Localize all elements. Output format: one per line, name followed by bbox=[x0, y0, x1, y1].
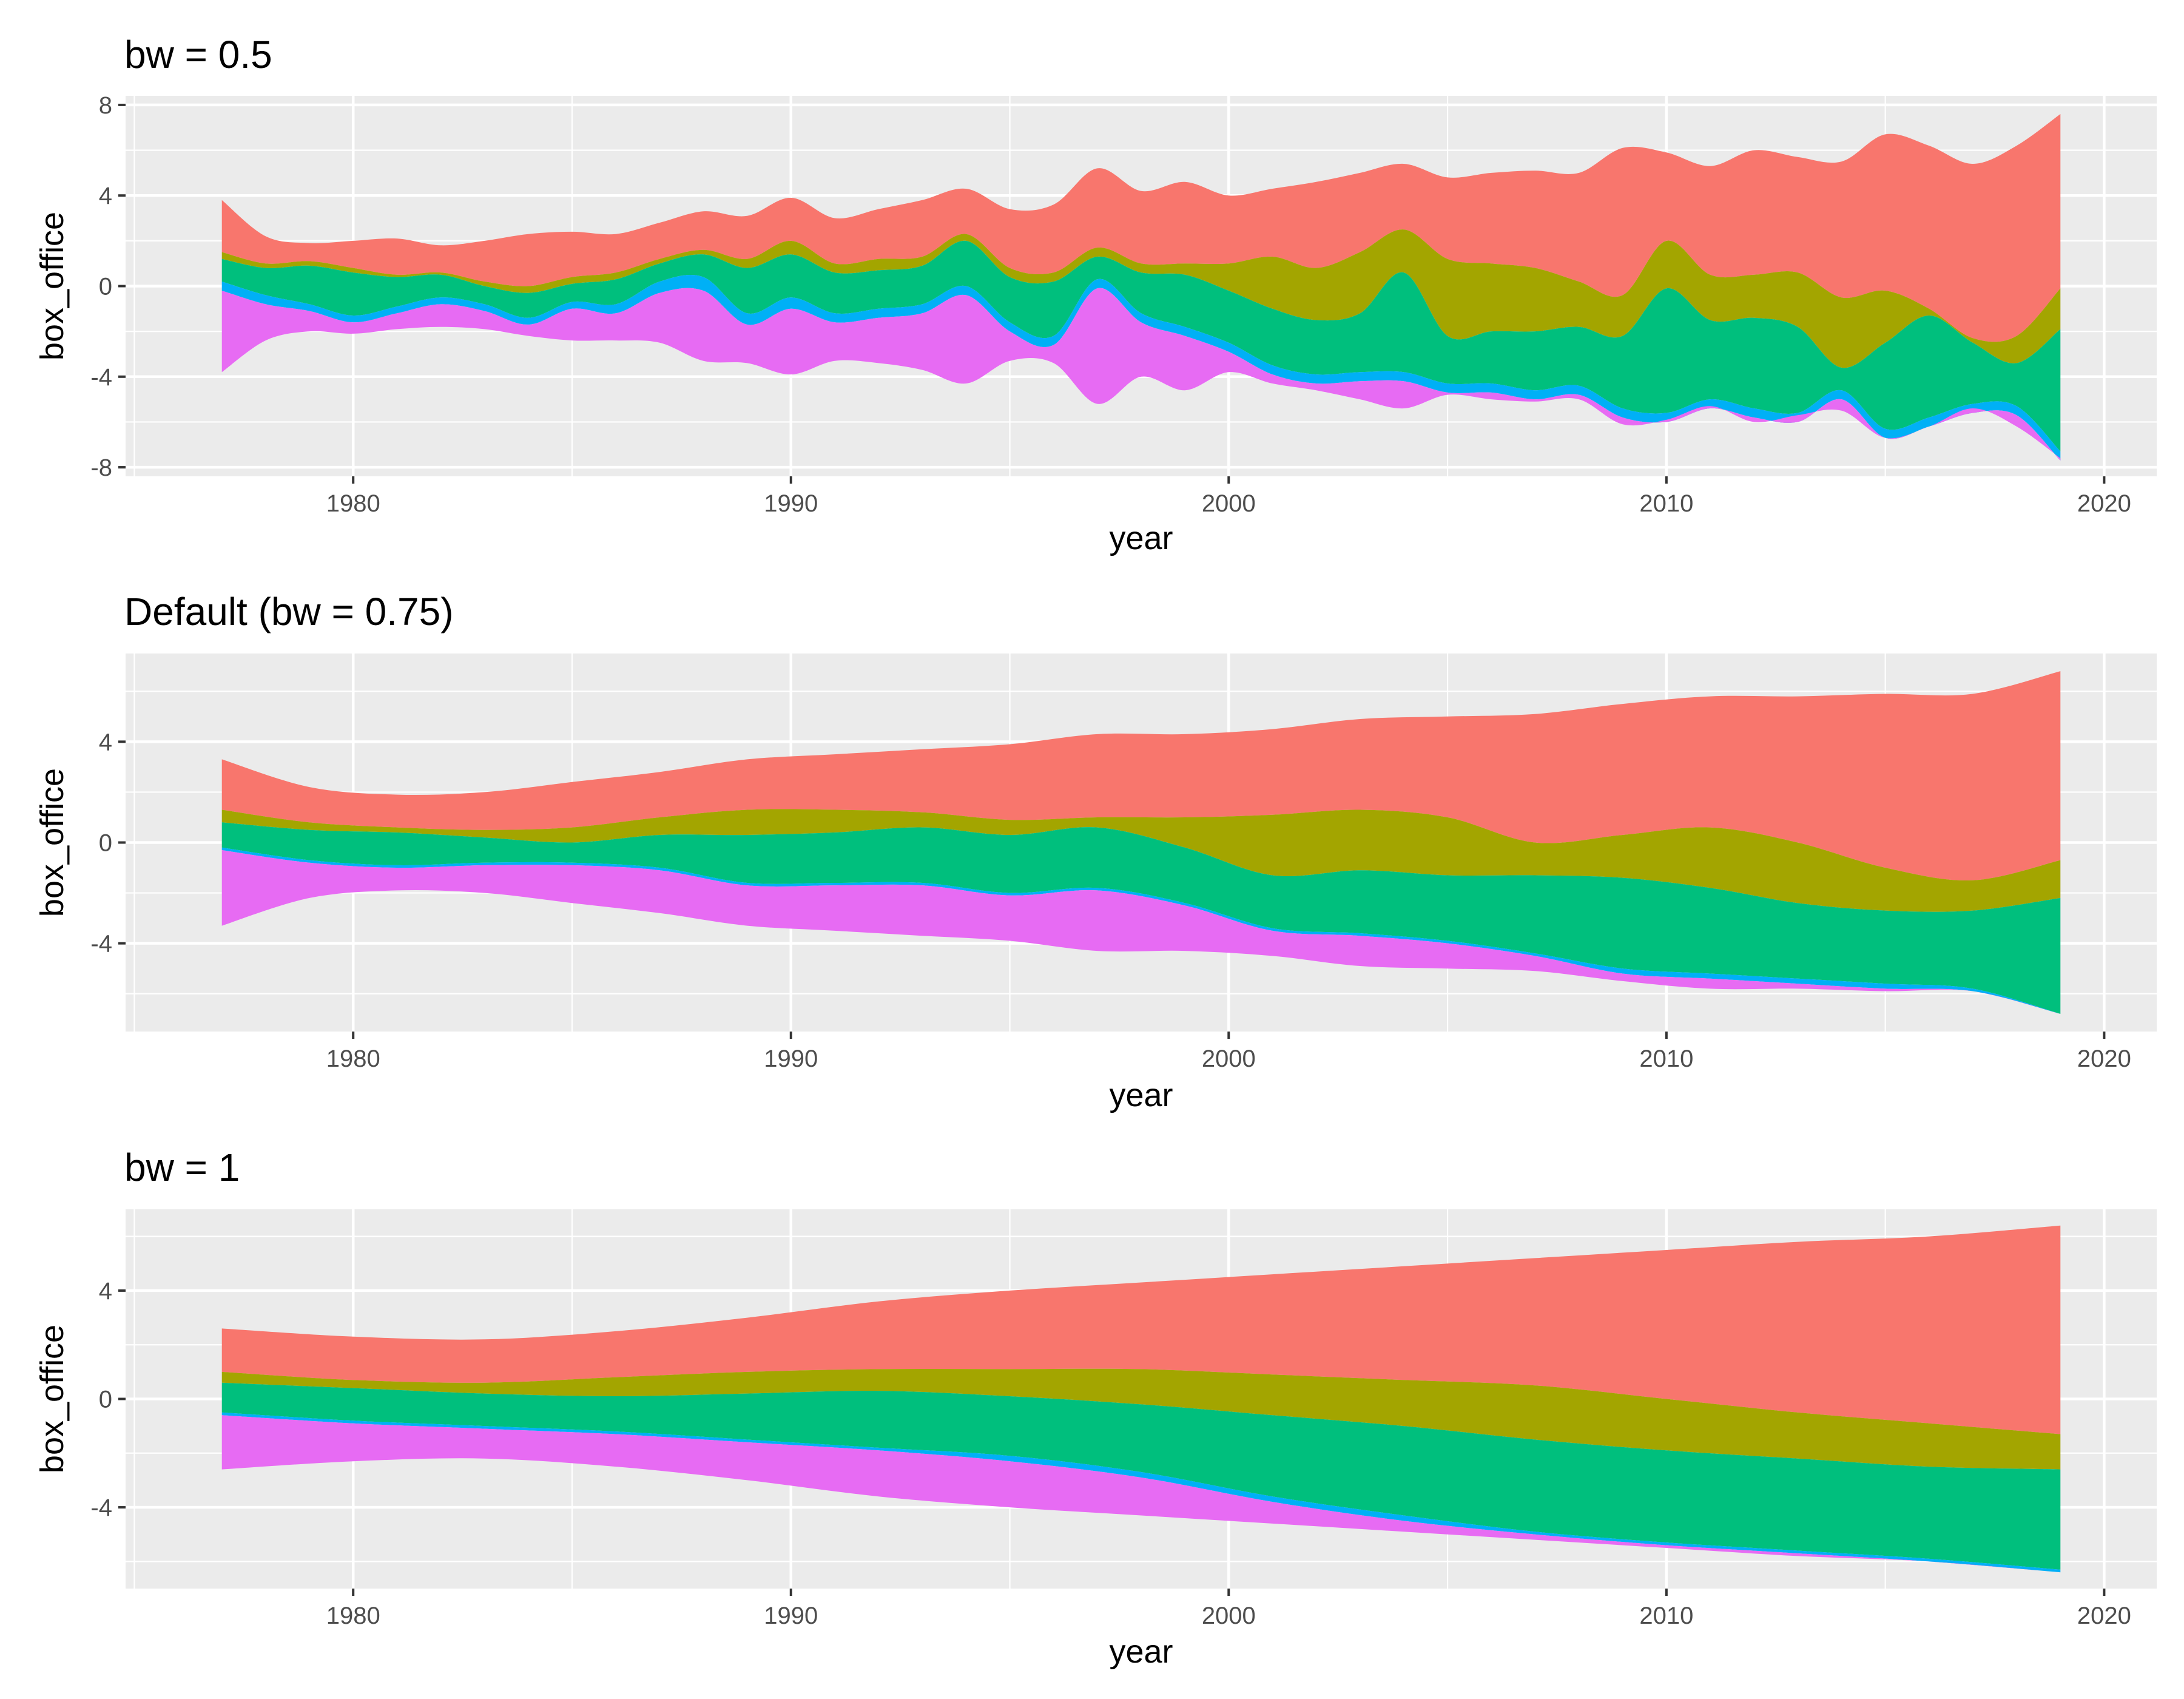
x-axis-title: year bbox=[1109, 520, 1173, 556]
y-axis-title: box_office bbox=[34, 768, 70, 917]
stream-layer-5 bbox=[221, 850, 2061, 1014]
stream-layer-5 bbox=[221, 288, 2061, 461]
y-tick-label: -4 bbox=[90, 1495, 112, 1521]
y-tick-label: 8 bbox=[99, 92, 112, 119]
y-tick-label: 4 bbox=[99, 729, 112, 755]
stream-layer-2 bbox=[221, 1368, 2061, 1470]
x-tick-label: 2000 bbox=[1202, 490, 1256, 517]
x-tick-label: 2000 bbox=[1202, 1045, 1256, 1072]
x-tick-label: 2020 bbox=[2077, 490, 2131, 517]
x-axis-title: year bbox=[1109, 1633, 1173, 1670]
x-tick-label: 1980 bbox=[326, 1045, 380, 1072]
panel-title: bw = 1 bbox=[124, 1146, 240, 1189]
y-axis-title: box_office bbox=[34, 212, 70, 360]
y-tick-label: -4 bbox=[90, 364, 112, 391]
x-axis-title: year bbox=[1109, 1077, 1173, 1113]
y-tick-label: 0 bbox=[99, 830, 112, 857]
stream-layer-3 bbox=[221, 240, 2061, 451]
stream-layer-2 bbox=[221, 229, 2061, 368]
x-tick-label: 2020 bbox=[2077, 1045, 2131, 1072]
x-tick-label: 2020 bbox=[2077, 1603, 2131, 1629]
stream-layer-2 bbox=[221, 809, 2061, 912]
stream-layer-4 bbox=[221, 1412, 2061, 1573]
x-tick-label: 1990 bbox=[764, 1045, 818, 1072]
y-tick-label: 4 bbox=[99, 183, 112, 209]
x-tick-label: 2000 bbox=[1202, 1603, 1256, 1629]
panel-title: bw = 0.5 bbox=[124, 33, 272, 76]
stream-layer-1 bbox=[221, 1225, 2061, 1434]
axes: 1980 1990 2000 2010 2020 -4 0 4 bbox=[90, 729, 2131, 1072]
y-tick-label: -8 bbox=[90, 454, 112, 481]
y-tick-label: 0 bbox=[99, 1387, 112, 1413]
stream-layer-3 bbox=[221, 822, 2061, 1014]
stream-layer-5 bbox=[221, 1415, 2061, 1573]
y-tick-label: -4 bbox=[90, 931, 112, 958]
y-axis-title: box_office bbox=[34, 1325, 70, 1473]
y-tick-label: 4 bbox=[99, 1278, 112, 1305]
stream-layer-1 bbox=[221, 113, 2061, 342]
x-tick-label: 1990 bbox=[764, 1603, 818, 1629]
y-tick-label: 0 bbox=[99, 274, 112, 300]
panel-bw-0-5: 1980 1990 2000 2010 2020 -8 -4 0 4 8 bw = 0.5 yea… bbox=[34, 33, 2157, 556]
x-tick-label: 2010 bbox=[1639, 490, 1693, 517]
stream-layers bbox=[221, 1225, 2061, 1573]
x-tick-label: 1990 bbox=[764, 490, 818, 517]
panel-default-bw-0-75: 1980 1990 2000 2010 2020 -4 0 4 Default (bw = 0… bbox=[34, 590, 2157, 1113]
stream-layers bbox=[221, 113, 2061, 461]
axes: 1980 1990 2000 2010 2020 -4 0 4 bbox=[90, 1278, 2131, 1629]
stream-layer-3 bbox=[221, 1382, 2061, 1570]
x-tick-label: 1980 bbox=[326, 490, 380, 517]
x-tick-label: 2010 bbox=[1639, 1045, 1693, 1072]
x-tick-label: 1980 bbox=[326, 1603, 380, 1629]
panel-bw-1: 1980 1990 2000 2010 2020 -4 0 4 bw = 1 year box… bbox=[34, 1146, 2157, 1670]
axes: 1980 1990 2000 2010 2020 -8 -4 0 4 8 bbox=[90, 92, 2131, 517]
x-tick-label: 2010 bbox=[1639, 1603, 1693, 1629]
panel-title: Default (bw = 0.75) bbox=[124, 590, 454, 633]
stream-layer-1 bbox=[221, 671, 2061, 881]
stream-layers bbox=[221, 671, 2061, 1014]
